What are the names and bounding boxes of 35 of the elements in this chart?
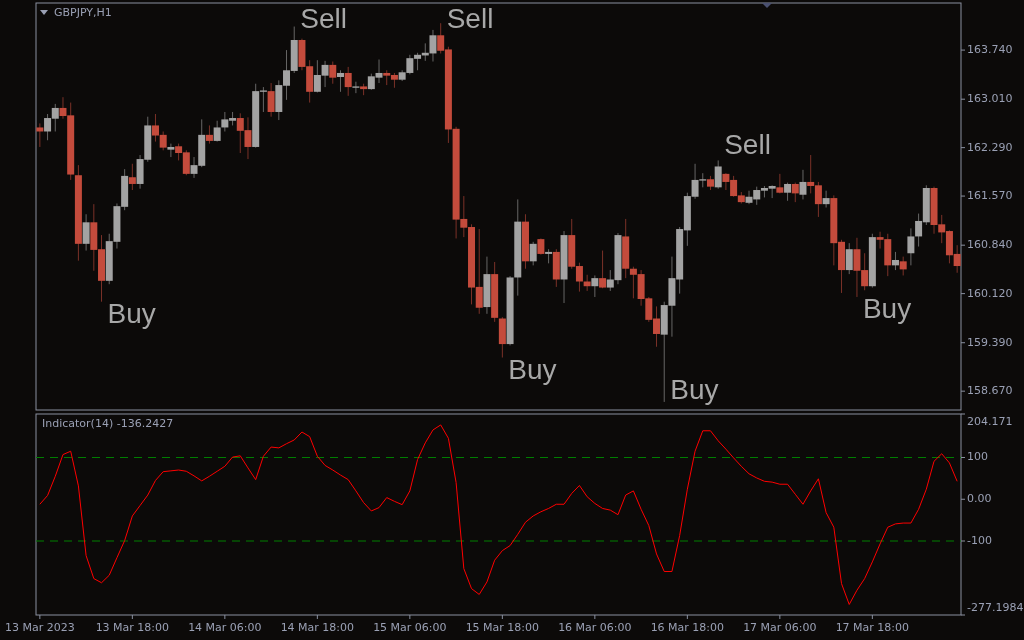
- text: Buy: [862, 293, 912, 325]
- y-tick-label: 160.120: [967, 286, 1013, 300]
- y-tick-label: -100: [967, 534, 992, 548]
- x-tick-label: 17 Mar 06:00: [743, 621, 817, 634]
- x-tick-label: 16 Mar 18:00: [650, 621, 725, 634]
- text: Buy: [670, 374, 719, 406]
- y-tick-label: 159.390: [967, 335, 1013, 349]
- y-tick-label: 158.670: [967, 384, 1013, 398]
- x-tick-label: 17 Mar 18:00: [835, 621, 910, 634]
- x-tick-label: 16 Mar 06:00: [558, 621, 632, 634]
- y-tick-label: 100: [967, 450, 988, 464]
- y-tick-label: -277.1984: [967, 601, 1024, 614]
- x-tick-label: 13 Mar 18:00: [95, 621, 170, 634]
- x-tick-label: 15 Mar 18:00: [465, 621, 540, 634]
- chart-title: GBPJPY,H1: [54, 6, 112, 19]
- x-tick-label: 14 Mar 18:00: [280, 621, 355, 634]
- text: Sell: [724, 128, 771, 160]
- text: Sell: [446, 3, 494, 35]
- candlestick: [352, 81, 360, 94]
- y-tick-label: 0.00: [967, 492, 992, 506]
- y-tick-label: 160.840: [967, 238, 1013, 252]
- x-tick-label: 13 Mar 2023: [4, 621, 75, 634]
- y-tick-label: 163.740: [967, 43, 1013, 57]
- x-tick-label: 15 Mar 06:00: [373, 621, 447, 634]
- y-tick-label: 163.010: [967, 92, 1013, 106]
- y-tick-label: 162.290: [967, 140, 1013, 154]
- text: Sell: [300, 3, 347, 35]
- text: Buy: [107, 298, 156, 330]
- text: Buy: [508, 353, 557, 385]
- y-tick-label: 204.171: [967, 415, 1013, 428]
- y-tick-label: 161.570: [967, 189, 1013, 203]
- chart-title: Indicator(14) -136.2427: [42, 417, 174, 430]
- candlestick: [822, 190, 830, 209]
- x-tick-label: 14 Mar 06:00: [188, 621, 262, 634]
- candlestick: [167, 143, 175, 158]
